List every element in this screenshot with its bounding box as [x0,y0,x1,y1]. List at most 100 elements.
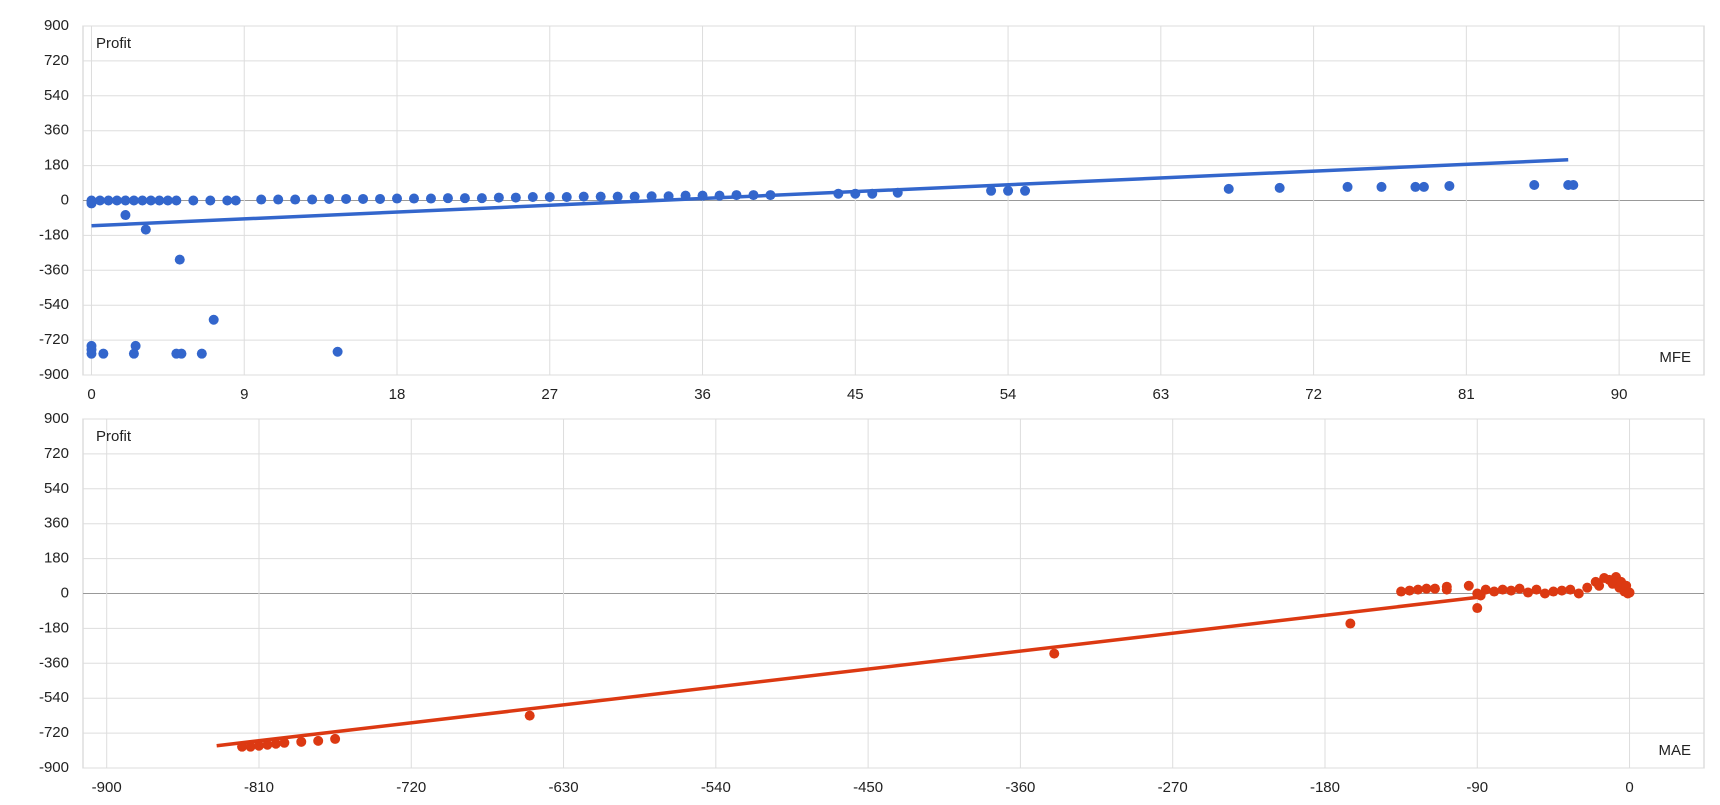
point [1274,182,1285,193]
x-tick-label: -270 [1158,779,1188,796]
point [1020,185,1031,196]
y-tick-label: 720 [44,52,69,69]
x-tick-label: 27 [541,386,558,403]
point [1003,185,1014,196]
point [130,340,141,351]
point [262,739,273,750]
point [140,224,151,235]
point [313,735,324,746]
y-axis-label: Profit [96,428,132,445]
y-tick-label: -360 [39,261,69,278]
point [290,194,301,205]
point [425,193,436,204]
y-tick-label: 540 [44,87,69,104]
point [1223,183,1234,194]
x-tick-label: 81 [1458,386,1475,403]
x-tick-label: 54 [1000,386,1017,403]
point [1429,583,1440,594]
point [1413,584,1424,595]
point [1441,584,1452,595]
point [629,191,640,202]
point [1475,590,1486,601]
x-tick-label: -360 [1005,779,1035,796]
point [1497,584,1508,595]
y-tick-label: -720 [39,724,69,741]
x-tick-label: 18 [389,386,406,403]
point [145,195,156,206]
x-tick-label: -720 [396,779,426,796]
point [1489,586,1500,597]
y-tick-label: -900 [39,366,69,383]
x-tick-label: 63 [1152,386,1169,403]
x-tick-label: -810 [244,779,274,796]
point [459,193,470,204]
point [296,736,307,747]
y-tick-label: -540 [39,296,69,313]
point [561,192,572,203]
y-tick-label: -540 [39,689,69,706]
y-tick-label: 540 [44,480,69,497]
point [86,344,97,355]
point [493,192,504,203]
y-tick-label: 0 [61,191,69,208]
point [205,195,216,206]
point [1556,585,1567,596]
point [1594,580,1605,591]
y-tick-label: -180 [39,619,69,636]
point [1506,585,1517,596]
point [595,191,606,202]
y-tick-label: 180 [44,550,69,567]
point [273,194,284,205]
x-tick-label: 36 [694,386,711,403]
point [1342,181,1353,192]
point [111,195,122,206]
point [524,710,535,721]
point [137,195,148,206]
point [1514,583,1525,594]
point [544,192,555,203]
point [1582,582,1593,593]
trend-line [91,158,1569,228]
point [1472,603,1483,614]
y-tick-label: 0 [61,584,69,601]
point [128,195,139,206]
point [442,193,453,204]
y-tick-label: -720 [39,331,69,348]
point [358,193,369,204]
point [279,737,290,748]
point [208,314,219,325]
point [94,195,105,206]
x-tick-label: 72 [1305,386,1322,403]
point [120,195,131,206]
point [128,348,139,359]
point [646,191,657,202]
point [1622,588,1633,599]
y-tick-label: -360 [39,654,69,671]
x-tick-label: 45 [847,386,864,403]
point [307,194,318,205]
x-tick-label: -180 [1310,779,1340,796]
x-tick-label: 0 [87,386,95,403]
point [578,191,589,202]
point [1049,648,1060,659]
point [1396,586,1407,597]
point [375,193,386,204]
point [176,348,187,359]
point [245,741,256,752]
point [1404,585,1415,596]
point [341,193,352,204]
point [230,195,241,206]
x-tick-label: -900 [92,779,122,796]
y-tick-label: 900 [44,410,69,427]
point [1410,181,1421,192]
trend-line [216,595,1478,748]
point [324,193,335,204]
point [1539,588,1550,599]
point [154,195,165,206]
point [1548,586,1559,597]
x-tick-label: 90 [1611,386,1628,403]
point [1568,179,1579,190]
x-tick-label: -450 [853,779,883,796]
x-tick-label: -630 [549,779,579,796]
